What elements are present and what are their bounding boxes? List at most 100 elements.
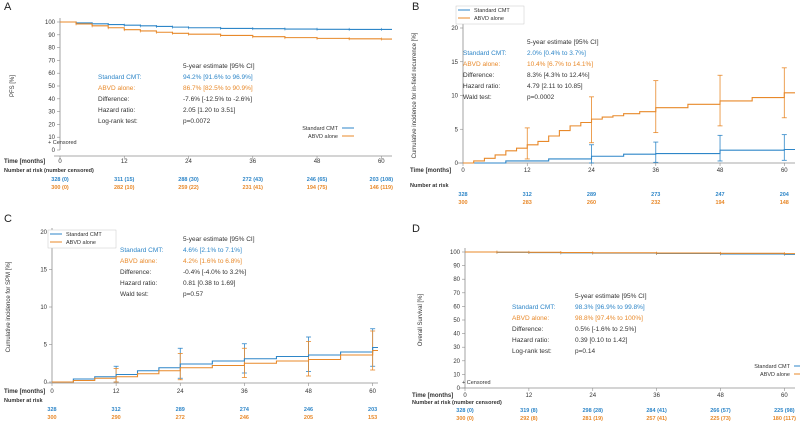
panel-label: C [4,213,12,225]
risk-value-cmt: 246 [304,407,313,413]
y-tick-label: 15 [40,268,47,274]
stats-value: p=0.57 [183,291,203,298]
risk-value-cmt: 273 [651,192,660,198]
stats-label: Difference: [463,72,495,79]
x-tick-label: 48 [305,389,312,395]
risk-value-abvd: 300 (0) [51,185,69,191]
risk-value-cmt: 328 [458,192,467,198]
stats-value: 4.2% [1.6% to 6.8%] [183,258,242,265]
y-tick-label: 20 [48,122,55,128]
y-tick-label: 30 [453,345,460,351]
stats-value: 94.2% [91.6% to 96.9%] [183,74,253,81]
x-tick-label: 36 [652,168,659,174]
y-tick-label: 15 [451,60,458,66]
stats-title: 5-year estimate [95% CI] [575,293,647,300]
risk-table-title: Number at risk (number censored) [412,400,502,406]
risk-value-cmt: 328 [47,407,56,413]
stats-title: 5-year estimate [95% CI] [183,63,255,70]
y-tick-label: 10 [451,94,458,100]
x-tick-label: 12 [113,389,120,395]
y-tick-label: 10 [48,135,55,141]
y-tick-label: 70 [453,291,460,297]
x-tick-label: 0 [50,389,54,395]
stats-value: 98.3% [96.9% to 99.8%] [575,304,645,311]
y-tick-label: 50 [48,84,55,90]
risk-value-abvd: 292 (8) [520,416,538,422]
y-tick-label: 0 [457,386,461,392]
risk-value-cmt: 266 (57) [710,408,731,414]
stats-value: -7.6% [-12.5% to -2.6%] [183,96,252,103]
stats-label: Hazard ratio: [512,337,549,344]
censored-note: + Censored [48,140,77,146]
x-tick-label: 24 [177,389,184,395]
legend-label: ABVD alone [66,240,96,246]
y-tick-label: 70 [48,58,55,64]
panel-label: B [412,1,419,13]
risk-value-abvd: 153 [368,415,377,421]
legend-box [455,5,525,25]
risk-value-cmt: 225 (98) [774,408,795,414]
y-tick-label: 20 [40,230,47,236]
risk-value-cmt: 319 (8) [520,408,538,414]
y-tick-label: 60 [453,304,460,310]
risk-value-abvd: 194 [715,200,725,206]
risk-value-abvd: 300 (0) [456,416,474,422]
stats-value: -0.4% [-4.0% to 3.2%] [183,269,246,276]
risk-value-abvd: 300 [458,200,467,206]
risk-value-cmt: 272 (43) [243,177,264,183]
risk-value-abvd: 283 [523,200,532,206]
y-axis-title: Cumulative incidence for in-field recurr… [412,32,418,158]
stats-value: 8.3% [4.3% to 12.4%] [527,72,590,79]
risk-table-title: Number at risk (number censored) [4,168,94,174]
x-axis-title: Time [months] [4,159,45,165]
stats-label: Standard CMT: [463,50,507,57]
x-tick-label: 0 [463,393,467,399]
stats-label: Difference: [98,96,130,103]
stats-value: p=0.14 [575,348,595,355]
risk-value-abvd: 246 [240,415,249,421]
risk-value-cmt: 311 (15) [114,177,134,183]
risk-value-cmt: 288 (30) [178,177,199,183]
risk-value-cmt: 289 [176,407,185,413]
y-axis-title: Overall Survival [%] [418,293,424,346]
risk-value-abvd: 225 (73) [710,416,731,422]
x-tick-label: 48 [717,168,724,174]
series-line-abvd-alone [52,349,378,383]
risk-table-title: Number at risk [410,183,449,189]
risk-value-abvd: 231 (41) [243,185,264,191]
x-tick-label: 0 [461,168,465,174]
risk-value-cmt: 298 (28) [582,408,603,414]
y-tick-label: 10 [453,372,460,378]
legend-label: Standard CMT [66,232,102,238]
x-tick-label: 24 [589,393,596,399]
y-tick-label: 30 [48,110,55,116]
stats-label: ABVD alone: [512,315,549,322]
risk-value-cmt: 312 [112,407,121,413]
risk-value-cmt: 289 [587,192,596,198]
stats-value: 0.39 [0.10 to 1.42] [575,337,628,344]
panel-label: A [4,1,12,13]
stats-label: Wald test: [120,291,149,298]
stats-label: Difference: [512,326,544,333]
y-tick-label: 60 [48,71,55,77]
y-tick-label: 20 [453,359,460,365]
x-tick-label: 48 [717,393,724,399]
risk-value-abvd: 180 (117) [773,416,796,422]
risk-value-cmt: 312 [523,192,532,198]
y-tick-label: 40 [453,332,460,338]
legend-label: Standard CMT [474,8,510,14]
x-tick-label: 24 [588,168,595,174]
risk-value-abvd: 257 (41) [646,416,667,422]
panel-label: D [412,223,420,235]
y-tick-label: 0 [455,161,459,167]
x-tick-label: 36 [241,389,248,395]
series-line-standard-cmt [60,21,392,30]
risk-value-abvd: 300 [47,415,56,421]
risk-value-abvd: 148 [780,200,789,206]
risk-value-abvd: 232 [651,200,660,206]
x-axis-title: Time [months] [410,168,451,174]
y-tick-label: 20 [451,26,458,32]
panel-a: A 0 10 20 30 40 50 60 70 80 90 100 PFS [%] Time [mont… [4,1,393,191]
y-axis-title: Cumulative incidence for SPM [%] [6,261,12,352]
y-tick-label: 100 [45,20,56,26]
